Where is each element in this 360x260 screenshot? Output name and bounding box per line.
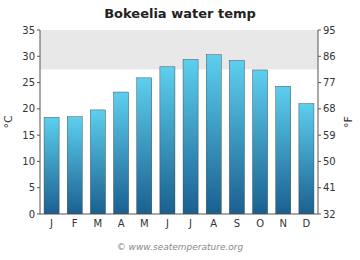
y-axis-label: °C (2, 115, 15, 129)
y2-tick-label: 50 (323, 156, 336, 167)
y-tick (37, 108, 40, 109)
y2-tick-label: 59 (323, 130, 336, 141)
y2-axis-label: °F (342, 116, 355, 128)
y2-tick (318, 82, 321, 83)
bar (276, 86, 291, 214)
x-tick-label: F (72, 218, 78, 229)
x-tick-label: J (188, 218, 192, 229)
y-tick (37, 56, 40, 57)
y-tick-label: 10 (22, 156, 35, 167)
x-tick-label: A (118, 218, 125, 229)
plot-area (40, 30, 318, 214)
y-tick-label: 25 (22, 77, 35, 88)
chart: Bokeelia water temp 0 5 10 15 20 25 30 35 32 41 50 5… (0, 0, 360, 260)
y2-tick (318, 135, 321, 136)
y2-tick (318, 161, 321, 162)
y-tick-label: 0 (29, 209, 35, 220)
bar (114, 92, 129, 214)
x-tick-label: M (94, 218, 103, 229)
x-axis-line (40, 214, 318, 215)
bar (253, 70, 268, 214)
y-axis-line (40, 30, 41, 214)
bar (90, 110, 105, 214)
y2-tick (318, 214, 321, 215)
y2-tick-label: 77 (323, 77, 336, 88)
y2-tick (318, 187, 321, 188)
x-tick-label: S (234, 218, 240, 229)
y-tick-label: 35 (22, 25, 35, 36)
y2-tick-label: 68 (323, 103, 336, 114)
y-tick-label: 20 (22, 103, 35, 114)
bar (44, 117, 59, 214)
y2-tick-label: 41 (323, 182, 336, 193)
x-tick-label: A (210, 218, 217, 229)
y2-tick-label: 32 (323, 209, 336, 220)
x-tick-label: J (49, 218, 53, 229)
title: Bokeelia water temp (104, 6, 256, 21)
y-tick (37, 135, 40, 136)
bar (67, 117, 82, 214)
y-tick (37, 187, 40, 188)
y-tick-label: 15 (22, 130, 35, 141)
y-tick (37, 82, 40, 83)
y2-tick (318, 108, 321, 109)
watermark: © www.seatemperature.org (117, 242, 244, 252)
bar (137, 78, 152, 214)
y-tick (37, 214, 40, 215)
y2-tick-label: 86 (323, 51, 336, 62)
bar (160, 67, 175, 214)
x-tick-label: D (303, 218, 311, 229)
bar (229, 60, 244, 214)
y2-tick (318, 30, 321, 31)
y-tick-label: 30 (22, 51, 35, 62)
bar (183, 59, 198, 214)
x-tick-label: N (280, 218, 287, 229)
bar (299, 104, 314, 214)
y2-tick-label: 95 (323, 25, 336, 36)
y-tick (37, 30, 40, 31)
x-tick-label: M (140, 218, 149, 229)
y2-tick (318, 56, 321, 57)
x-tick-label: O (256, 218, 264, 229)
y-tick-label: 5 (29, 182, 35, 193)
bar (206, 55, 221, 214)
y2-axis-line (318, 30, 319, 214)
y-tick (37, 161, 40, 162)
highlight-band (40, 30, 318, 69)
x-tick-label: J (165, 218, 169, 229)
